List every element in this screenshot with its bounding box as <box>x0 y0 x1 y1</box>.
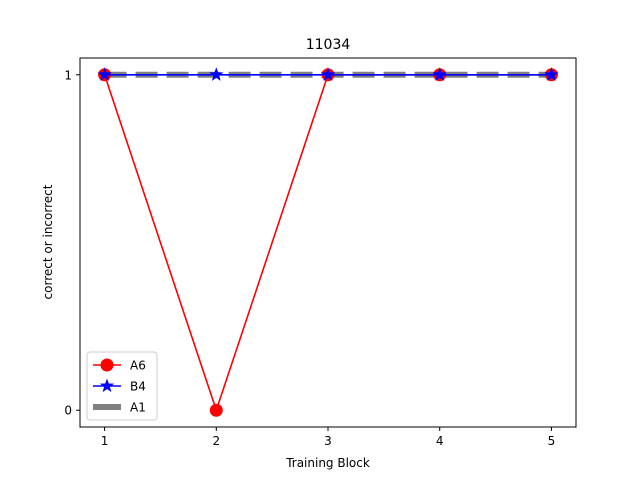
x-tick-label: 1 <box>101 434 109 448</box>
y-tick-label: 0 <box>64 404 72 418</box>
legend-marker-b4 <box>99 378 115 393</box>
x-tick-label: 2 <box>212 434 220 448</box>
x-tick-label: 5 <box>548 434 556 448</box>
legend-label-a1: A1 <box>130 401 146 415</box>
legend: A6 B4 A1 <box>86 351 158 421</box>
legend-label-a6: A6 <box>130 359 146 373</box>
chart-title: 11034 <box>306 37 351 53</box>
data-point-b4 <box>544 67 559 81</box>
axes: 1 2 3 4 5 0 1 <box>64 57 577 448</box>
y-tick-label: 1 <box>64 68 72 82</box>
data-point-b4 <box>432 67 447 81</box>
data-point-b4 <box>320 67 336 81</box>
legend-marker-a6 <box>100 358 114 372</box>
y-axis-label: correct or incorrect <box>41 184 55 299</box>
data-point-a6 <box>209 403 223 417</box>
x-axis-label: Training Block <box>285 456 370 470</box>
legend-label-b4: B4 <box>130 380 146 394</box>
x-tick-label: 3 <box>324 434 332 448</box>
x-tick-label: 4 <box>436 434 444 448</box>
plot-area <box>97 67 559 417</box>
data-point-b4 <box>97 67 112 81</box>
data-point-b4 <box>209 67 224 81</box>
